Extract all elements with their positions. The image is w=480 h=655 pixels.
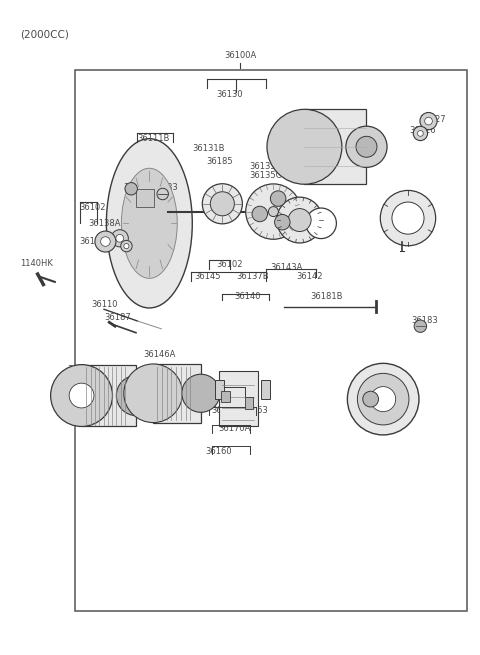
Circle shape <box>268 206 278 217</box>
Text: (2000CC): (2000CC) <box>21 29 69 39</box>
Text: 36102: 36102 <box>216 261 242 269</box>
Bar <box>262 380 270 399</box>
Text: 36120: 36120 <box>314 115 340 124</box>
Circle shape <box>124 244 129 249</box>
Text: 36135C: 36135C <box>250 171 282 180</box>
Text: 36127: 36127 <box>419 115 445 124</box>
Text: 36183: 36183 <box>411 316 438 326</box>
Text: 36185: 36185 <box>206 157 233 166</box>
Circle shape <box>50 365 112 426</box>
Text: 36162: 36162 <box>229 386 256 395</box>
Circle shape <box>420 113 437 130</box>
Circle shape <box>267 109 342 184</box>
Text: 36130: 36130 <box>216 90 243 99</box>
Circle shape <box>380 191 436 246</box>
Bar <box>75 70 467 610</box>
Circle shape <box>95 231 116 252</box>
Text: 36111B: 36111B <box>137 134 170 143</box>
Circle shape <box>306 208 336 238</box>
Circle shape <box>288 208 311 231</box>
Circle shape <box>210 192 234 215</box>
Circle shape <box>392 202 424 234</box>
Bar <box>245 397 253 409</box>
Circle shape <box>69 383 94 408</box>
Circle shape <box>371 386 396 411</box>
Text: 36160: 36160 <box>205 447 232 456</box>
Circle shape <box>413 126 428 141</box>
Text: 36137A: 36137A <box>79 237 112 246</box>
Text: 1140HK: 1140HK <box>21 259 53 268</box>
Circle shape <box>414 320 427 332</box>
Bar <box>136 189 154 207</box>
Bar <box>304 109 366 184</box>
Circle shape <box>418 130 423 136</box>
Circle shape <box>101 236 110 246</box>
Text: 36187: 36187 <box>104 313 131 322</box>
Text: 36102: 36102 <box>79 202 106 212</box>
Text: 36131C: 36131C <box>390 219 423 228</box>
Bar <box>218 371 258 426</box>
Text: 36138A: 36138A <box>89 219 121 228</box>
Circle shape <box>346 126 387 168</box>
Circle shape <box>358 373 409 425</box>
Ellipse shape <box>107 139 192 308</box>
Circle shape <box>277 197 323 243</box>
Bar <box>221 390 229 402</box>
Text: 36142: 36142 <box>296 272 323 281</box>
Bar <box>153 364 201 422</box>
Text: 36163: 36163 <box>241 406 268 415</box>
Ellipse shape <box>121 168 177 278</box>
Text: 36146A: 36146A <box>144 350 176 360</box>
Text: 36137B: 36137B <box>236 272 269 281</box>
Circle shape <box>356 136 377 157</box>
Text: 36164: 36164 <box>229 396 256 405</box>
Circle shape <box>157 188 168 200</box>
Text: 36131B: 36131B <box>192 144 225 153</box>
Circle shape <box>116 375 156 416</box>
Text: 36155: 36155 <box>211 406 238 415</box>
Circle shape <box>202 183 242 224</box>
Text: 36100A: 36100A <box>224 51 256 60</box>
Circle shape <box>125 183 137 195</box>
Text: 36143A: 36143A <box>270 263 302 272</box>
Circle shape <box>363 391 379 407</box>
Text: 36135A: 36135A <box>250 162 282 170</box>
Circle shape <box>182 374 220 412</box>
Text: 36170: 36170 <box>364 388 391 397</box>
Text: 36110: 36110 <box>91 299 118 309</box>
Text: 36117A: 36117A <box>123 183 156 192</box>
Circle shape <box>120 240 132 252</box>
Text: 36126: 36126 <box>409 126 436 135</box>
Text: 36183: 36183 <box>152 183 179 192</box>
Text: 36139: 36139 <box>394 232 420 241</box>
Bar <box>215 380 224 399</box>
Circle shape <box>116 234 124 242</box>
Circle shape <box>252 206 267 222</box>
Circle shape <box>425 117 432 125</box>
Text: 36170A: 36170A <box>218 424 251 433</box>
Text: 36140: 36140 <box>234 292 261 301</box>
Circle shape <box>246 184 301 239</box>
Circle shape <box>275 214 290 230</box>
Bar <box>82 365 136 426</box>
Circle shape <box>270 191 286 206</box>
Text: 36181B: 36181B <box>311 292 343 301</box>
Text: 36145: 36145 <box>195 272 221 281</box>
Text: 36150: 36150 <box>67 365 94 374</box>
Circle shape <box>124 364 182 422</box>
Circle shape <box>111 230 128 247</box>
Circle shape <box>348 364 419 435</box>
